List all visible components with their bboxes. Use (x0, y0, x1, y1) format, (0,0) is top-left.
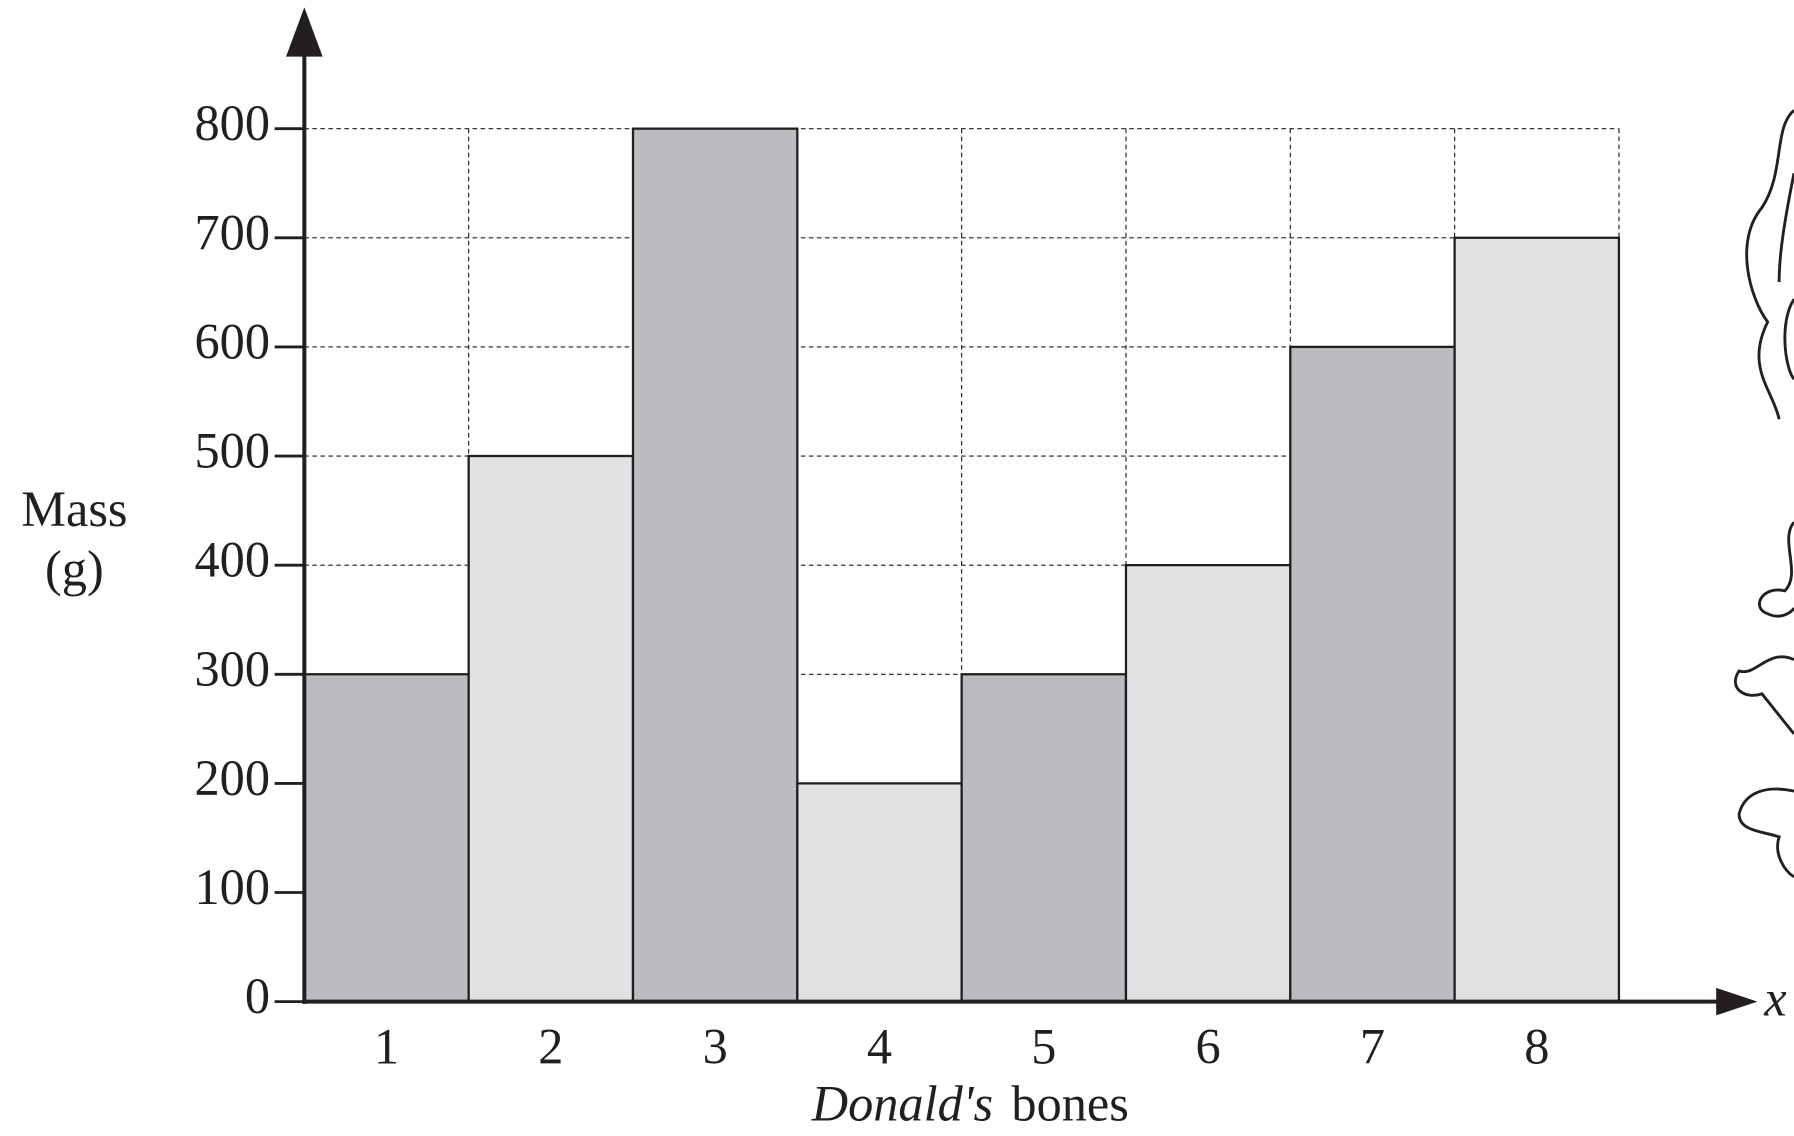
y-tick-label: 200 (195, 750, 271, 806)
bar (303, 673, 470, 1003)
x-axis-arrow (1716, 987, 1758, 1016)
x-axis-label: bones (1011, 1076, 1128, 1132)
y-tick-label: 100 (195, 859, 271, 915)
bar (1124, 563, 1292, 1003)
x-tick-label: 2 (538, 1019, 563, 1075)
x-tick-label: 5 (1031, 1019, 1056, 1075)
bar (1289, 345, 1456, 1003)
y-tick-label: 400 (195, 532, 271, 588)
x-tick-label: 1 (374, 1019, 399, 1075)
x-tick-label: 6 (1196, 1019, 1221, 1075)
y-axis-label: (g) (45, 540, 104, 596)
x-tick-label: 4 (867, 1019, 892, 1075)
y-tick-label: 300 (195, 641, 271, 697)
bone-illustration (1733, 109, 1794, 879)
y-axis-arrow (286, 7, 323, 57)
x-tick-label: 7 (1360, 1019, 1385, 1075)
y-tick-label: 600 (195, 313, 271, 369)
y-tick-label: 500 (195, 423, 271, 479)
bar (796, 782, 963, 1003)
x-tick-label: 3 (703, 1019, 728, 1075)
x-axis-symbol: x (1763, 970, 1786, 1026)
y-tick-label: 800 (195, 95, 271, 151)
bar (631, 127, 799, 1003)
x-axis-label: Donald's (811, 1076, 993, 1132)
y-tick-label: 0 (245, 968, 270, 1024)
bar (960, 673, 1128, 1003)
y-tick-label: 700 (195, 204, 271, 260)
bar (1453, 236, 1621, 1003)
y-axis-label: Mass (21, 481, 127, 537)
x-tick-label: 8 (1524, 1019, 1549, 1075)
bar (467, 454, 635, 1003)
